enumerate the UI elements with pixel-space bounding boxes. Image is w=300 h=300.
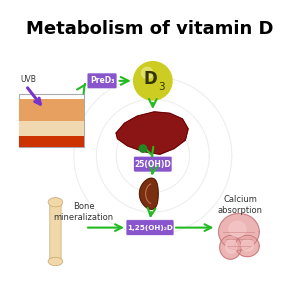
Polygon shape [226, 240, 237, 253]
FancyBboxPatch shape [87, 73, 117, 89]
FancyBboxPatch shape [126, 220, 174, 236]
Polygon shape [241, 240, 254, 251]
Polygon shape [236, 235, 259, 257]
Polygon shape [220, 236, 241, 259]
Text: Calcium
absorption: Calcium absorption [218, 195, 263, 215]
Circle shape [134, 62, 172, 100]
Polygon shape [140, 178, 158, 209]
Ellipse shape [48, 198, 63, 207]
Text: Metabolism of vitamin D: Metabolism of vitamin D [26, 20, 274, 38]
Circle shape [139, 145, 147, 152]
Text: 25(OH)D: 25(OH)D [134, 160, 171, 169]
Polygon shape [229, 221, 246, 237]
Ellipse shape [48, 257, 63, 266]
Text: UVB: UVB [20, 75, 36, 84]
FancyBboxPatch shape [134, 156, 172, 172]
Text: 3: 3 [158, 82, 165, 92]
Bar [19, 99, 84, 121]
Circle shape [142, 67, 153, 79]
Bar [19, 136, 84, 147]
FancyBboxPatch shape [50, 203, 61, 263]
Text: 1,25(OH)₂D: 1,25(OH)₂D [127, 225, 173, 231]
Text: D: D [144, 70, 158, 88]
Bar [19, 121, 84, 136]
Text: PreD₃: PreD₃ [90, 76, 114, 85]
Polygon shape [116, 112, 188, 154]
Text: Bone
mineralization: Bone mineralization [54, 202, 114, 222]
Bar [19, 94, 84, 147]
Polygon shape [219, 214, 259, 250]
